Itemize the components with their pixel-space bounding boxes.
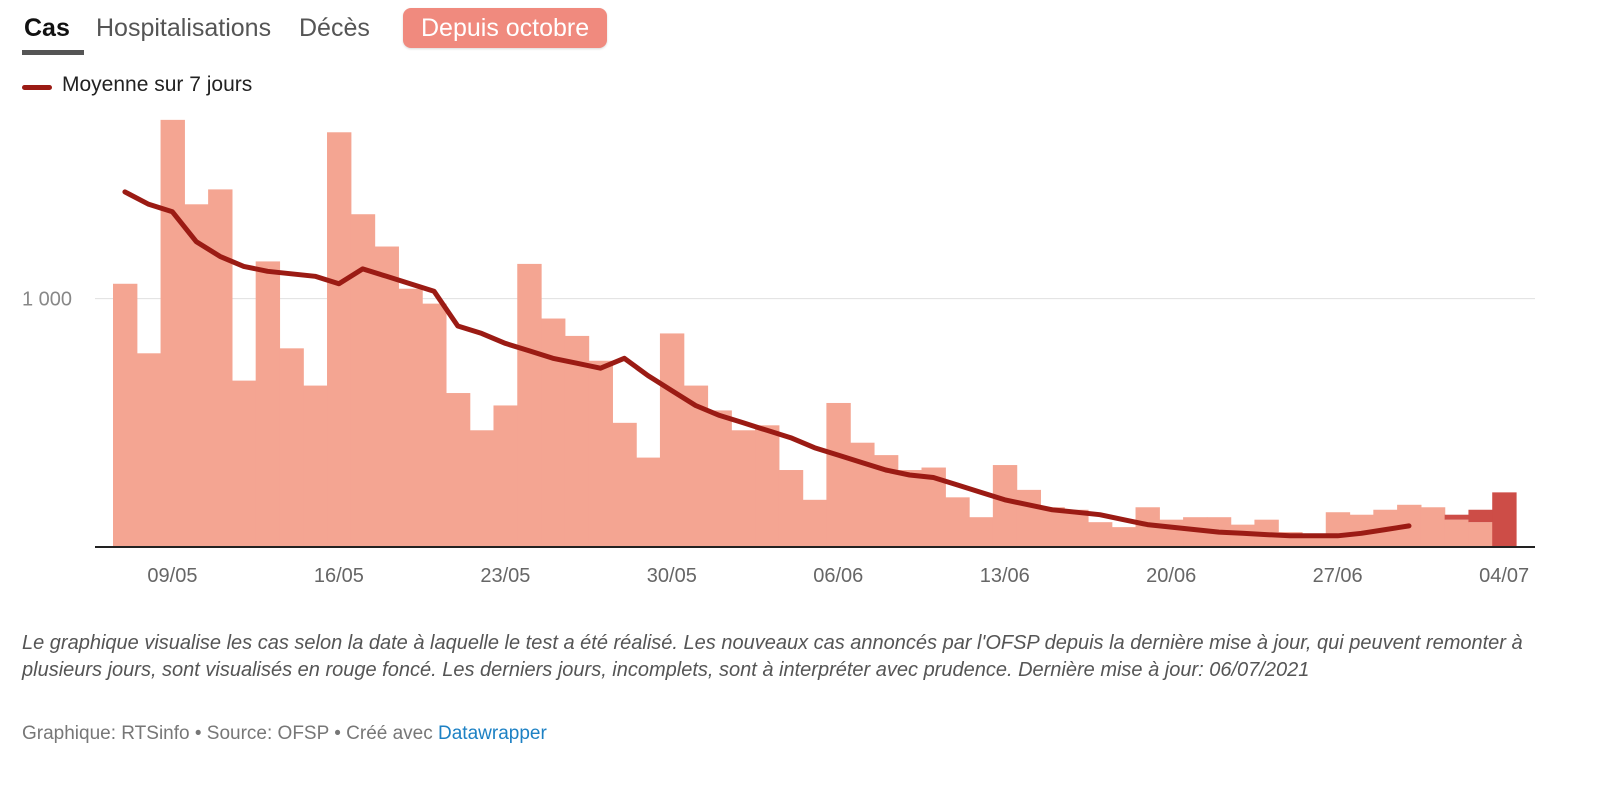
x-tick-label: 13/06: [980, 565, 1030, 587]
x-tick-label: 30/05: [647, 565, 697, 587]
bar: [1064, 509, 1089, 547]
bar: [541, 318, 566, 547]
legend-line-label: Moyenne sur 7 jours: [62, 73, 253, 96]
y-tick-label: 1 000: [22, 289, 72, 311]
bar: [636, 457, 661, 547]
bar: [422, 303, 447, 547]
cases-chart: 1 000 09/05 16/05 23/05 30/05 06/06 13/06 20/06…: [22, 119, 1535, 587]
chart-note: Le graphique visualise les cas selon la …: [22, 632, 1523, 681]
bar: [802, 499, 827, 547]
x-tick-label: 23/05: [480, 565, 530, 587]
bar: [374, 246, 399, 547]
bar: [1040, 507, 1065, 547]
x-tick-label: 06/06: [813, 565, 863, 587]
x-tick-label: 20/06: [1146, 565, 1196, 587]
bar-new-cases: [1444, 514, 1470, 520]
tab-hospitalisations[interactable]: Hospitalisations: [96, 14, 272, 42]
bar: [897, 470, 923, 547]
x-tick-label: 09/05: [147, 565, 197, 587]
bar: [208, 189, 233, 547]
bar: [778, 470, 804, 547]
bar: [493, 405, 518, 547]
bar: [469, 430, 495, 547]
bar: [231, 380, 257, 547]
bar: [113, 283, 138, 547]
bar: [445, 393, 471, 547]
bar: [1230, 524, 1256, 547]
bar: [517, 263, 542, 547]
tab-deces[interactable]: Décès: [299, 14, 370, 42]
active-tab-underline: [22, 50, 84, 55]
period-button[interactable]: Depuis octobre: [403, 8, 608, 48]
bar: [992, 465, 1018, 547]
bar: [279, 348, 304, 547]
bar: [184, 204, 209, 548]
bar: [1325, 512, 1351, 547]
bar: [255, 261, 281, 547]
bar: [731, 430, 756, 547]
bar: [945, 497, 970, 547]
bar: [683, 385, 709, 547]
bar: [1444, 519, 1470, 547]
bar: [160, 119, 185, 547]
bar-new-cases: [1468, 509, 1493, 523]
x-tick-label: 04/07: [1479, 565, 1529, 587]
bar: [136, 353, 162, 547]
bar: [303, 385, 328, 547]
bar-new-cases: [1492, 492, 1517, 547]
bar: [1468, 522, 1493, 547]
legend-line-swatch: [22, 85, 52, 90]
bar: [564, 335, 590, 547]
tab-cas[interactable]: Cas: [24, 14, 70, 42]
bar: [1111, 527, 1137, 547]
bar: [659, 333, 685, 547]
bar: [1087, 522, 1113, 547]
bar: [327, 132, 352, 547]
bar: [1420, 507, 1446, 547]
bar: [707, 410, 732, 547]
bar: [588, 360, 613, 547]
bar: [398, 288, 423, 547]
moving-average-line: [122, 189, 1412, 539]
bar: [1016, 489, 1042, 547]
bar: [969, 517, 994, 547]
chart-footer: Graphique: RTSinfo • Source: OFSP • Créé…: [22, 723, 547, 745]
bar: [612, 422, 637, 547]
bar: [826, 402, 851, 547]
footer-credit: Graphique: RTSinfo • Source: OFSP • Créé…: [22, 723, 439, 744]
x-tick-label: 16/05: [314, 565, 364, 587]
x-tick-label: 27/06: [1313, 565, 1363, 587]
datawrapper-link[interactable]: Datawrapper: [438, 723, 547, 744]
bar: [350, 214, 376, 547]
bar: [755, 425, 780, 547]
